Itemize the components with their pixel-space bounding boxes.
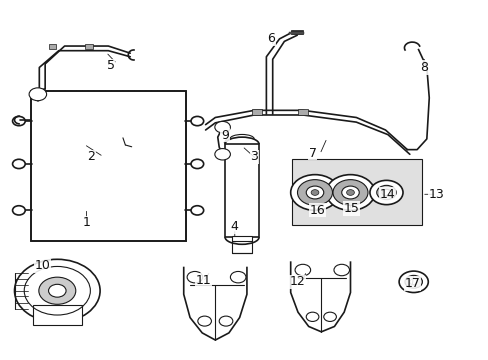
Circle shape <box>191 159 203 168</box>
Circle shape <box>404 275 422 288</box>
Text: 11: 11 <box>195 274 211 287</box>
Circle shape <box>187 271 202 283</box>
Circle shape <box>381 189 390 196</box>
Circle shape <box>294 264 310 276</box>
Bar <box>291 158 421 225</box>
Text: 9: 9 <box>221 129 228 142</box>
Text: 17: 17 <box>404 277 419 290</box>
Circle shape <box>305 186 323 199</box>
Circle shape <box>219 316 232 326</box>
Circle shape <box>369 180 402 204</box>
Bar <box>297 109 307 115</box>
Text: 16: 16 <box>309 204 325 217</box>
Text: 14: 14 <box>379 188 395 201</box>
Circle shape <box>341 186 359 199</box>
Bar <box>30 91 186 241</box>
Text: 8: 8 <box>420 61 427 74</box>
Bar <box>48 44 56 49</box>
Bar <box>251 109 261 115</box>
Text: 6: 6 <box>267 32 275 45</box>
Bar <box>85 44 93 49</box>
Circle shape <box>48 284 66 297</box>
Bar <box>33 305 81 325</box>
Text: 3: 3 <box>250 150 258 163</box>
Circle shape <box>398 271 427 293</box>
Circle shape <box>297 180 332 205</box>
Bar <box>224 144 259 237</box>
Bar <box>290 30 302 33</box>
Bar <box>30 91 186 241</box>
Circle shape <box>310 190 318 195</box>
Circle shape <box>39 277 76 304</box>
Circle shape <box>325 175 374 210</box>
Circle shape <box>29 88 46 101</box>
Circle shape <box>409 279 417 285</box>
Circle shape <box>346 190 354 195</box>
Bar <box>232 236 251 253</box>
Circle shape <box>230 271 245 283</box>
Text: 4: 4 <box>230 220 238 233</box>
Circle shape <box>290 175 339 210</box>
Circle shape <box>214 149 230 160</box>
Circle shape <box>13 116 25 126</box>
Text: 13: 13 <box>428 188 444 201</box>
Circle shape <box>323 312 336 321</box>
Circle shape <box>333 264 349 276</box>
Text: 7: 7 <box>308 147 316 160</box>
Circle shape <box>214 121 230 133</box>
Circle shape <box>13 206 25 215</box>
Circle shape <box>13 159 25 168</box>
Text: 12: 12 <box>289 275 305 288</box>
Text: 15: 15 <box>343 202 359 215</box>
Circle shape <box>305 312 318 321</box>
Circle shape <box>191 206 203 215</box>
Text: 10: 10 <box>35 259 51 272</box>
Circle shape <box>191 116 203 126</box>
Bar <box>288 32 304 34</box>
Text: 1: 1 <box>82 216 90 229</box>
Circle shape <box>198 316 211 326</box>
Circle shape <box>15 259 100 322</box>
Text: 2: 2 <box>87 150 95 163</box>
Text: 5: 5 <box>106 59 115 72</box>
Circle shape <box>376 185 395 200</box>
Circle shape <box>332 180 367 205</box>
